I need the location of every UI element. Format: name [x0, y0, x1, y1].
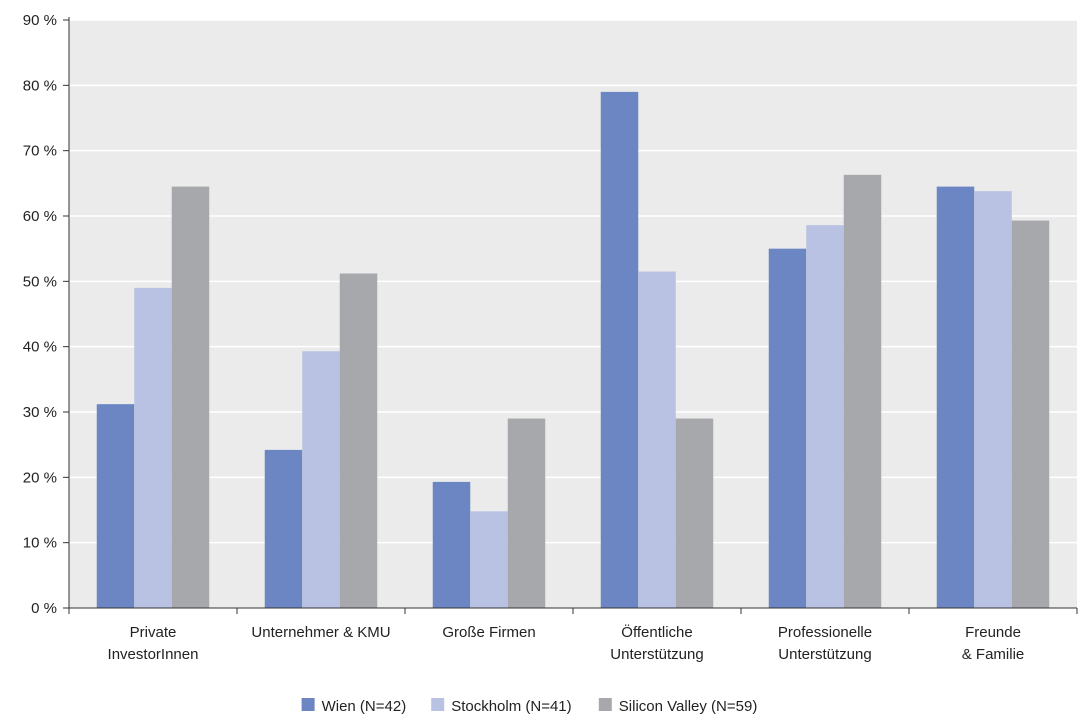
- legend-label: Wien (N=42): [322, 698, 407, 715]
- y-tick-label: 50 %: [23, 273, 57, 290]
- bar-3-3: [507, 418, 546, 608]
- bar-1-6: [936, 186, 975, 608]
- bar-2-1: [134, 287, 172, 608]
- y-tick-label: 60 %: [23, 208, 57, 225]
- legend-swatch: [598, 698, 612, 711]
- y-tick-label: 80 %: [23, 77, 57, 94]
- y-tick-label: 10 %: [23, 535, 57, 552]
- bar-1-5: [768, 248, 807, 608]
- y-tick-label: 70 %: [23, 143, 57, 160]
- category-label: Freunde & Familie: [962, 624, 1025, 663]
- category-label: Große Firmen: [442, 624, 535, 641]
- bar-3-5: [843, 174, 882, 608]
- y-axis: 0 % 10 % 20 % 30 % 40 % 50 % 60 % 70 % 80 % 90 %: [23, 12, 1078, 617]
- bar-3-4: [675, 418, 714, 608]
- bar-3-1: [171, 186, 210, 608]
- bar-2-2: [302, 351, 340, 608]
- bar-2-5: [806, 225, 844, 608]
- bar-2-3: [470, 511, 508, 608]
- legend-swatch: [431, 698, 445, 711]
- gridlines: [69, 19, 1077, 544]
- bar-1-3: [432, 481, 471, 608]
- y-tick-label: 0 %: [31, 600, 57, 617]
- plot-area: [69, 20, 1077, 608]
- legend-swatch: [301, 698, 315, 711]
- category-label: Professionelle Unterstützung: [778, 624, 872, 663]
- legend: Wien (N=42) Stockholm (N=41) Silicon Valle…: [301, 698, 758, 715]
- x-axis-labels: Private InvestorInnen Unternehmer & KMU Gro…: [108, 623, 1025, 663]
- y-tick-label: 90 %: [23, 12, 57, 29]
- legend-label: Stockholm (N=41): [451, 698, 571, 715]
- legend-label: Silicon Valley (N=59): [619, 698, 758, 715]
- bar-2-6: [974, 191, 1012, 608]
- bar-3-2: [339, 273, 378, 608]
- y-tick-label: 40 %: [23, 339, 57, 356]
- y-tick-label: 30 %: [23, 404, 57, 421]
- bar-3-6: [1011, 220, 1050, 608]
- category-label: Unternehmer & KMU: [251, 624, 390, 641]
- category-label: Private InvestorInnen: [108, 624, 199, 663]
- category-label: Öffentliche Unterstützung: [610, 623, 703, 663]
- bar-2-4: [638, 271, 676, 608]
- y-tick-label: 20 %: [23, 469, 57, 486]
- bar-1-1: [96, 404, 135, 608]
- bar-1-4: [600, 91, 639, 608]
- bars: [96, 91, 1050, 608]
- bar-1-2: [264, 449, 303, 608]
